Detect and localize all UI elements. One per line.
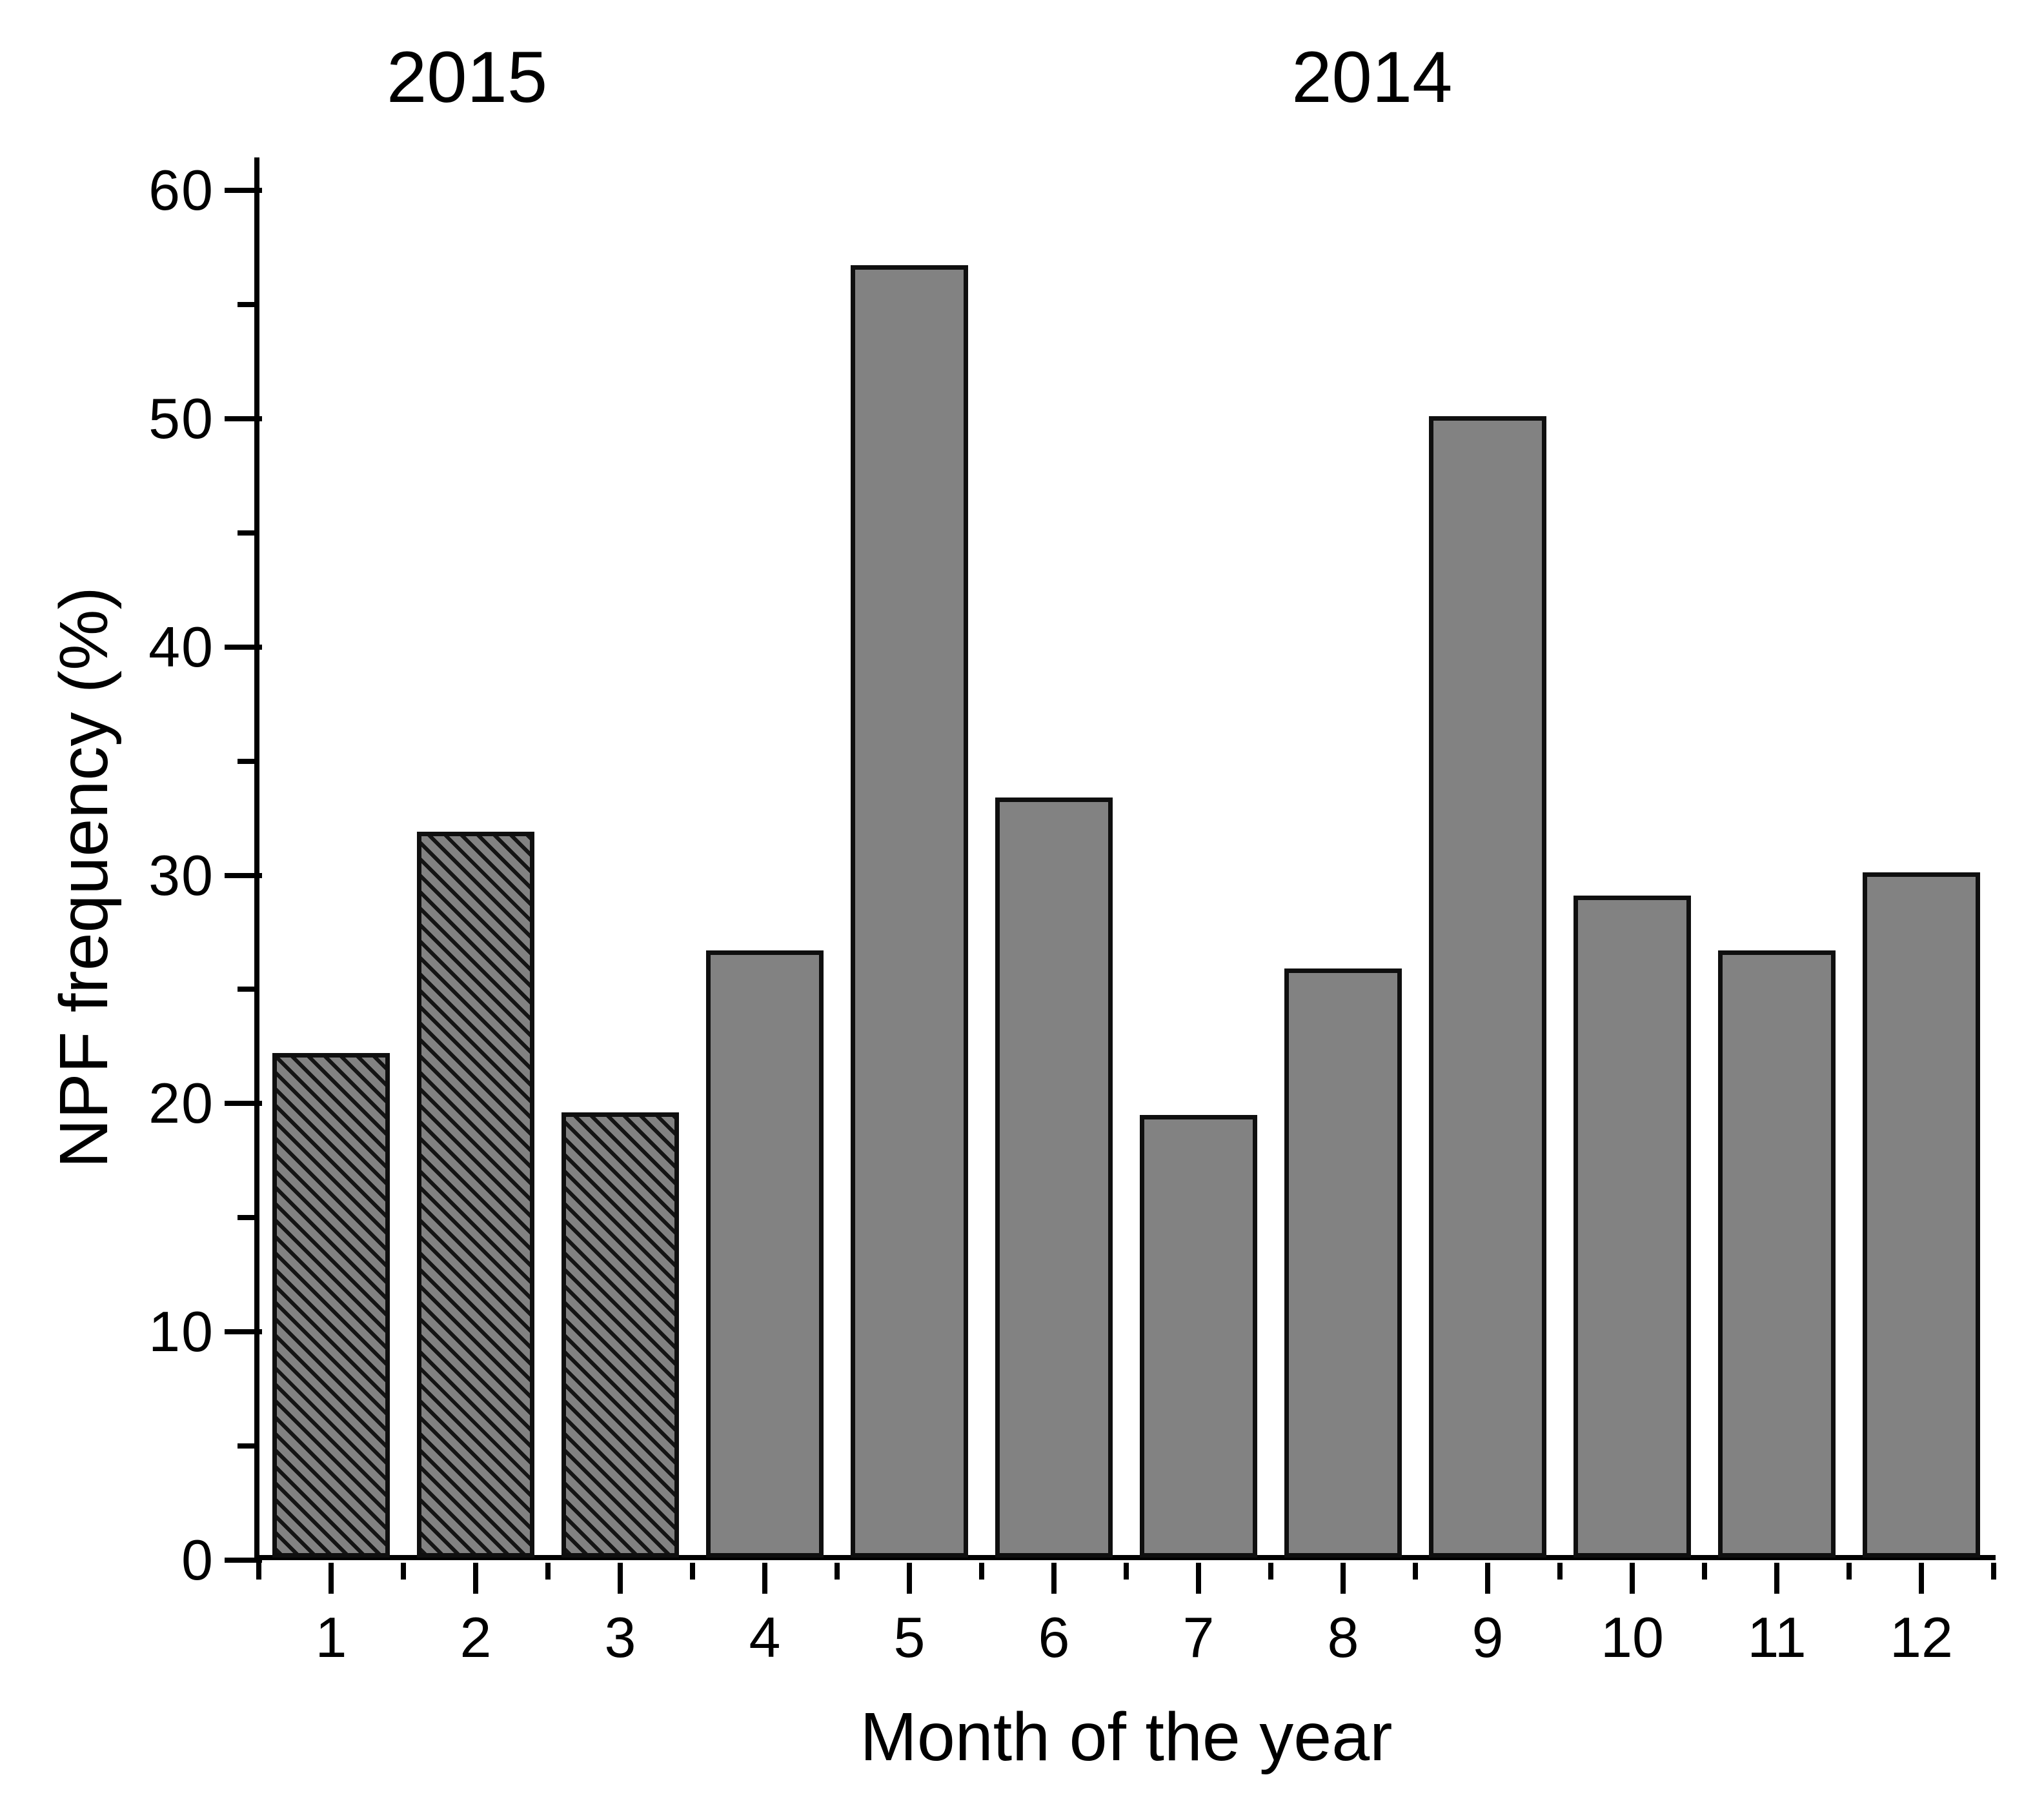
y-tick-label: 10 (148, 1299, 214, 1364)
x-tick-label: 11 (1747, 1605, 1806, 1669)
x-minor-tick (1124, 1563, 1129, 1580)
year-annotation-2014: 2014 (1291, 37, 1453, 117)
plot-area (254, 157, 1996, 1560)
x-major-tick (618, 1563, 623, 1594)
x-tick-label: 4 (749, 1605, 781, 1669)
x-tick-label: 12 (1890, 1605, 1953, 1669)
x-major-tick (1630, 1563, 1635, 1594)
y-tick-label: 40 (148, 614, 214, 679)
bar-month-4 (706, 950, 824, 1558)
x-tick-label: 1 (315, 1605, 347, 1669)
x-tick-label: 5 (893, 1605, 926, 1669)
bar-month-11 (1718, 950, 1836, 1558)
x-major-tick (1341, 1563, 1346, 1594)
y-minor-tick (238, 1443, 259, 1449)
x-tick-label: 7 (1182, 1605, 1215, 1669)
bar-month-10 (1573, 896, 1691, 1558)
bar-month-3-hatched (562, 1112, 679, 1558)
x-major-tick (762, 1563, 767, 1594)
y-tick-label: 20 (148, 1071, 214, 1136)
bar-month-9 (1429, 416, 1546, 1558)
year-annotation-2015: 2015 (386, 37, 548, 117)
y-major-tick (225, 872, 262, 878)
x-major-tick (1196, 1563, 1201, 1594)
x-tick-label: 3 (604, 1605, 636, 1669)
x-major-tick (473, 1563, 478, 1594)
y-minor-tick (238, 530, 259, 536)
bar-month-5 (851, 265, 968, 1558)
x-minor-tick (256, 1563, 261, 1580)
x-tick-label: 8 (1327, 1605, 1359, 1669)
x-minor-tick (1991, 1563, 1996, 1580)
x-major-tick (1051, 1563, 1057, 1594)
x-minor-tick (401, 1563, 406, 1580)
x-minor-tick (690, 1563, 695, 1580)
bar-month-7 (1140, 1115, 1257, 1558)
x-tick-label: 9 (1472, 1605, 1504, 1669)
x-major-tick (329, 1563, 334, 1594)
x-minor-tick (1413, 1563, 1418, 1580)
y-tick-label: 0 (181, 1528, 214, 1592)
x-tick-label: 2 (460, 1605, 492, 1669)
y-major-tick (225, 1558, 262, 1563)
x-tick-label: 6 (1038, 1605, 1070, 1669)
bar-month-2-hatched (417, 832, 534, 1558)
x-minor-tick (1268, 1563, 1273, 1580)
bar-month-12 (1863, 872, 1980, 1558)
x-minor-tick (1702, 1563, 1707, 1580)
y-minor-tick (238, 758, 259, 764)
y-major-tick (225, 188, 262, 193)
y-tick-label: 30 (148, 843, 214, 907)
y-tick-label: 50 (148, 386, 214, 450)
x-minor-tick (1847, 1563, 1852, 1580)
bar-month-6 (995, 798, 1113, 1558)
bar-month-8 (1284, 968, 1402, 1558)
x-minor-tick (1557, 1563, 1563, 1580)
x-axis-title: Month of the year (860, 1699, 1393, 1775)
x-minor-tick (979, 1563, 984, 1580)
y-major-tick (225, 644, 262, 650)
x-major-tick (1919, 1563, 1924, 1594)
y-major-tick (225, 1329, 262, 1335)
bar-month-1-hatched (272, 1053, 390, 1558)
y-minor-tick (238, 1215, 259, 1221)
y-tick-label: 60 (148, 158, 214, 222)
y-major-tick (225, 1101, 262, 1107)
x-minor-tick (545, 1563, 551, 1580)
x-major-tick (1774, 1563, 1779, 1594)
x-major-tick (907, 1563, 912, 1594)
y-minor-tick (238, 987, 259, 992)
y-major-tick (225, 416, 262, 421)
x-tick-label: 10 (1601, 1605, 1664, 1669)
y-minor-tick (238, 301, 259, 307)
x-minor-tick (835, 1563, 840, 1580)
x-major-tick (1485, 1563, 1490, 1594)
